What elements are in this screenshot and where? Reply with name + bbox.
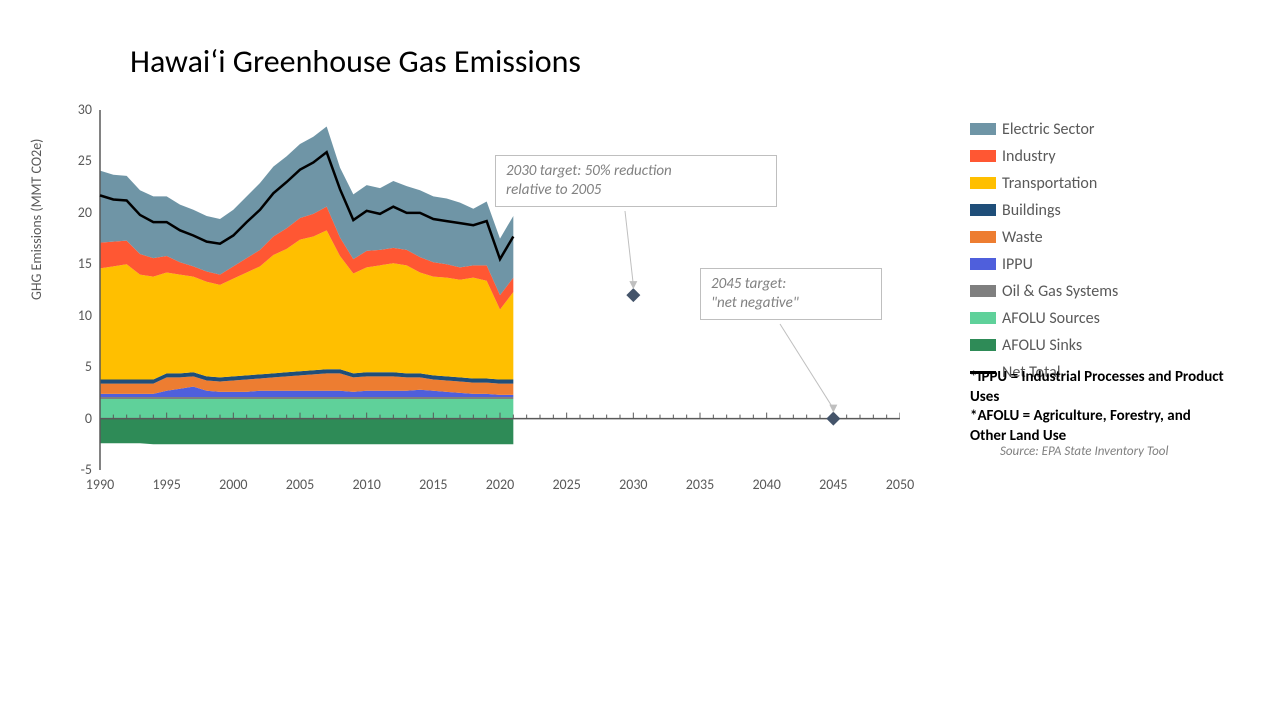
source-text: Source: EPA State Inventory Tool	[1000, 444, 1168, 459]
callout-line: 2030 target: 50% reduction	[506, 162, 766, 181]
legend-swatch	[970, 150, 996, 162]
legend-label: Industry	[1002, 147, 1056, 166]
x-tick-label: 2025	[547, 476, 587, 493]
callout-line: 2045 target:	[711, 275, 871, 294]
acronym-notes: *IPPU = Industrial Processes and Product…	[970, 368, 1230, 446]
legend-label: Waste	[1002, 228, 1043, 247]
x-tick-label: 1990	[80, 476, 120, 493]
legend-item: IPPU	[970, 253, 1118, 275]
y-tick-label: 15	[62, 255, 92, 272]
x-tick-label: 2030	[613, 476, 653, 493]
y-tick-label: 0	[62, 410, 92, 427]
callout-line: relative to 2005	[506, 181, 766, 200]
target-callout: 2030 target: 50% reductionrelative to 20…	[495, 155, 777, 207]
legend-label: Electric Sector	[1002, 120, 1095, 139]
legend-item: AFOLU Sources	[970, 307, 1118, 329]
legend-swatch	[970, 258, 996, 270]
target-callout: 2045 target:"net negative"	[700, 268, 882, 320]
legend-item: Industry	[970, 145, 1118, 167]
x-tick-label: 1995	[147, 476, 187, 493]
legend: Electric Sector Industry Transportation Bui…	[970, 118, 1118, 388]
x-tick-label: 2035	[680, 476, 720, 493]
legend-swatch	[970, 285, 996, 297]
legend-item: Buildings	[970, 199, 1118, 221]
legend-label: AFOLU Sources	[1002, 309, 1100, 328]
legend-label: Transportation	[1002, 174, 1097, 193]
chart-title: Hawai‘i Greenhouse Gas Emissions	[130, 42, 581, 81]
legend-label: Buildings	[1002, 201, 1061, 220]
note-ippu: *IPPU = Industrial Processes and Product…	[970, 368, 1230, 407]
x-tick-label: 2015	[413, 476, 453, 493]
legend-swatch	[970, 177, 996, 189]
legend-item: Electric Sector	[970, 118, 1118, 140]
x-tick-label: 2045	[813, 476, 853, 493]
x-tick-label: 2005	[280, 476, 320, 493]
legend-swatch	[970, 123, 996, 135]
legend-swatch	[970, 231, 996, 243]
legend-item: Transportation	[970, 172, 1118, 194]
y-tick-label: 20	[62, 204, 92, 221]
y-tick-label: 5	[62, 358, 92, 375]
y-tick-label: 10	[62, 307, 92, 324]
y-tick-label: 30	[62, 101, 92, 118]
page-root: Hawai‘i Greenhouse Gas Emissions GHG Emi…	[0, 0, 1280, 720]
y-tick-label: 25	[62, 152, 92, 169]
legend-swatch	[970, 312, 996, 324]
x-tick-label: 2040	[747, 476, 787, 493]
legend-label: IPPU	[1002, 255, 1033, 274]
x-tick-label: 2000	[213, 476, 253, 493]
legend-label: AFOLU Sinks	[1002, 336, 1082, 355]
callout-line: "net negative"	[711, 294, 871, 313]
legend-swatch	[970, 204, 996, 216]
legend-item: Waste	[970, 226, 1118, 248]
legend-item: AFOLU Sinks	[970, 334, 1118, 356]
y-axis-label: GHG Emissions (MMT CO2e)	[28, 139, 45, 300]
legend-swatch	[970, 339, 996, 351]
legend-item: Oil & Gas Systems	[970, 280, 1118, 302]
x-tick-label: 2050	[880, 476, 920, 493]
note-afolu: *AFOLU = Agriculture, Forestry, and Othe…	[970, 407, 1230, 446]
x-tick-label: 2010	[347, 476, 387, 493]
x-tick-label: 2020	[480, 476, 520, 493]
legend-label: Oil & Gas Systems	[1002, 282, 1118, 301]
